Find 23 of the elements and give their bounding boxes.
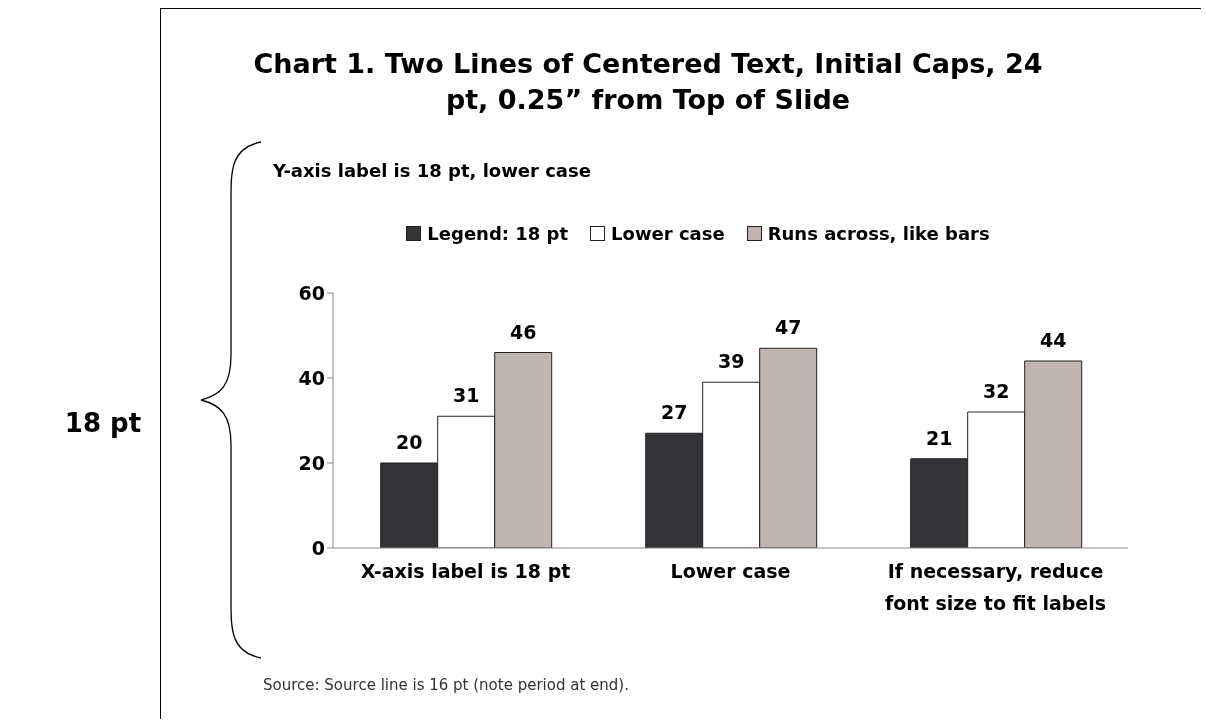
data-label: 39 xyxy=(717,350,745,373)
y-tick-label: 40 xyxy=(298,366,325,389)
y-tick-label: 60 xyxy=(298,281,325,304)
data-label: 44 xyxy=(1039,329,1067,351)
source-note: Source: Source line is 16 pt (note period at end). xyxy=(263,676,629,694)
data-label: 31 xyxy=(452,384,480,407)
data-label: 27 xyxy=(660,401,688,424)
y-tick-label: 20 xyxy=(298,451,325,474)
data-label: 20 xyxy=(395,431,423,453)
text: 18 pt xyxy=(63,408,143,438)
chart-title: Chart 1. Two Lines of Centered Text, Initial Caps, 24 pt, 0.25” from Top of Slide xyxy=(252,47,1044,117)
data-label: 32 xyxy=(982,380,1010,402)
data-label: 21 xyxy=(925,426,953,449)
data-label: 46 xyxy=(509,320,537,343)
legend-label: Lower case xyxy=(611,223,725,244)
x-tick-label: If necessary, reduce font size to fit labels xyxy=(884,560,1107,614)
y-tick-label: 0 xyxy=(311,536,325,559)
legend-label: Runs across, like bars xyxy=(767,223,990,244)
text: Y-axis label is 18 pt, lower case xyxy=(273,160,591,181)
x-tick-label: X-axis label is 18 pt xyxy=(360,560,571,582)
legend-label: Legend: 18 pt xyxy=(427,223,569,244)
data-label: 47 xyxy=(774,316,802,339)
x-tick-label: Lower case xyxy=(670,560,791,582)
